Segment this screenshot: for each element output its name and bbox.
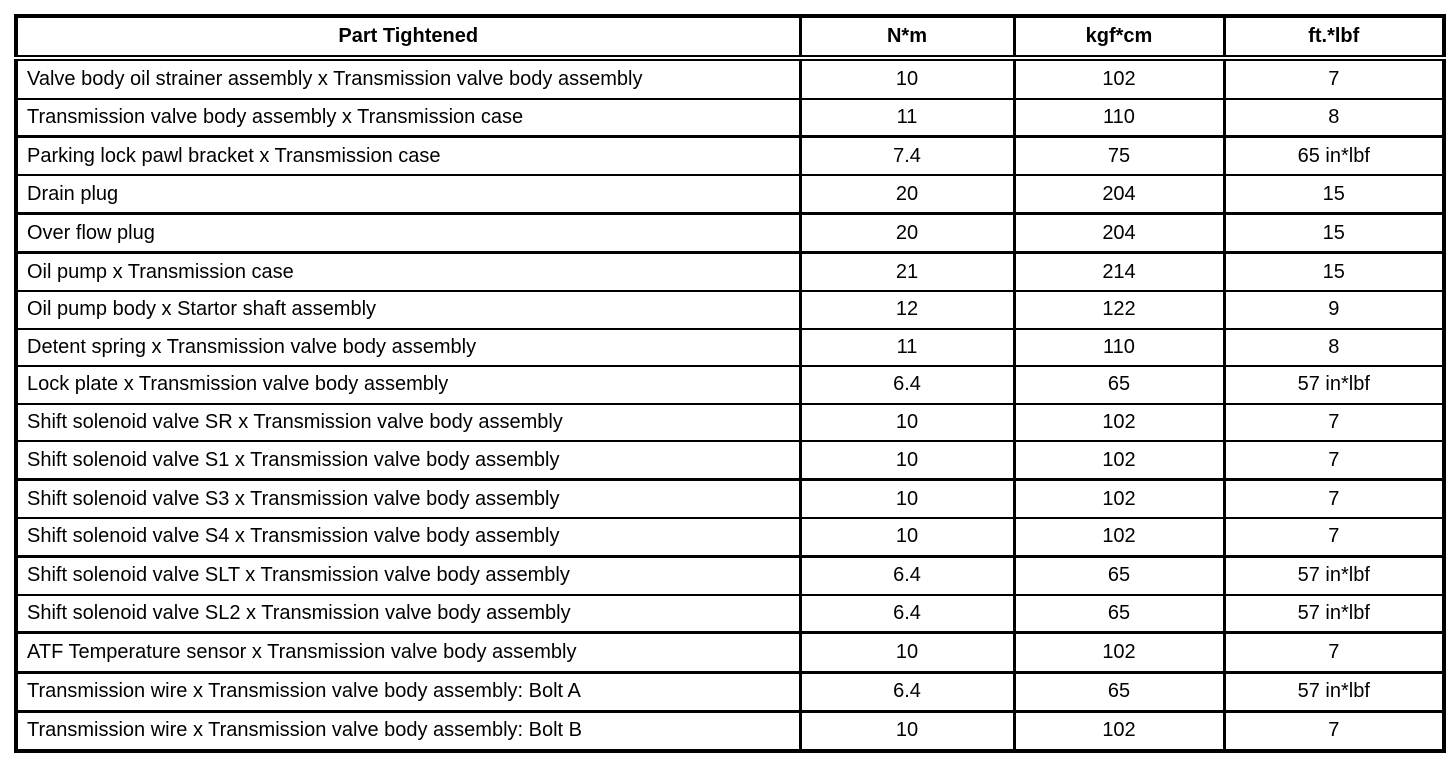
kgf-cell: 204 (1012, 212, 1226, 255)
kgf-cell: 65 (1012, 555, 1226, 596)
nm-cell: 10 (798, 710, 1016, 752)
part-cell: Drain plug (14, 174, 802, 216)
nm-cell: 12 (798, 289, 1016, 330)
nm-cell: 6.4 (798, 670, 1016, 713)
column-header-kgfcm: kgf*cm (1012, 15, 1226, 61)
part-cell: ATF Temperature sensor x Transmission va… (14, 631, 802, 674)
table-row: Oil pump body x Startor shaft assembly 12… (14, 289, 1446, 330)
ftlbf-cell: 57 in*lbf (1222, 670, 1446, 713)
ftlbf-cell: 57 in*lbf (1222, 365, 1446, 405)
table-row: Shift solenoid valve S1 x Transmission v… (14, 440, 1446, 482)
nm-cell: 6.4 (798, 593, 1016, 635)
nm-cell: 20 (798, 174, 1016, 216)
table-row: Shift solenoid valve SL2 x Transmission … (14, 593, 1446, 635)
column-header-ftlbf: ft.*lbf (1222, 15, 1446, 61)
nm-cell: 11 (798, 327, 1016, 368)
table-header: Part Tightened N*m kgf*cm ft.*lbf (14, 15, 1446, 61)
part-cell: Oil pump x Transmission case (14, 251, 802, 292)
nm-cell: 10 (798, 478, 1016, 519)
table-row: Shift solenoid valve S3 x Transmission v… (14, 478, 1446, 519)
nm-cell: 7.4 (798, 135, 1016, 177)
nm-cell: 20 (798, 212, 1016, 255)
ftlbf-cell: 57 in*lbf (1222, 555, 1446, 596)
ftlbf-cell: 7 (1222, 478, 1446, 519)
kgf-cell: 102 (1012, 710, 1226, 752)
ftlbf-cell: 7 (1222, 57, 1446, 100)
kgf-cell: 65 (1012, 593, 1226, 635)
ftlbf-cell: 15 (1222, 174, 1446, 216)
ftlbf-cell: 8 (1222, 327, 1446, 368)
column-header-nm: N*m (798, 15, 1016, 61)
kgf-cell: 102 (1012, 631, 1226, 674)
kgf-cell: 214 (1012, 251, 1226, 292)
kgf-cell: 110 (1012, 327, 1226, 368)
part-cell: Over flow plug (14, 212, 802, 255)
nm-cell: 6.4 (798, 555, 1016, 596)
kgf-cell: 65 (1012, 670, 1226, 713)
column-header-part-tightened: Part Tightened (14, 15, 802, 61)
kgf-cell: 204 (1012, 174, 1226, 216)
kgf-cell: 75 (1012, 135, 1226, 177)
part-cell: Shift solenoid valve SL2 x Transmission … (14, 593, 802, 635)
table-row: Shift solenoid valve SLT x Transmission … (14, 555, 1446, 596)
part-cell: Oil pump body x Startor shaft assembly (14, 289, 802, 330)
ftlbf-cell: 7 (1222, 440, 1446, 482)
ftlbf-cell: 7 (1222, 710, 1446, 752)
nm-cell: 10 (798, 402, 1016, 443)
ftlbf-cell: 7 (1222, 402, 1446, 443)
part-cell: Lock plate x Transmission valve body ass… (14, 365, 802, 405)
table-row: Transmission valve body assembly x Trans… (14, 97, 1446, 139)
table-row: Valve body oil strainer assembly x Trans… (14, 57, 1446, 100)
table-row: Shift solenoid valve S4 x Transmission v… (14, 516, 1446, 558)
table-row: Oil pump x Transmission case 21 214 15 (14, 251, 1446, 292)
kgf-cell: 102 (1012, 478, 1226, 519)
ftlbf-cell: 7 (1222, 631, 1446, 674)
kgf-cell: 102 (1012, 516, 1226, 558)
ftlbf-cell: 8 (1222, 97, 1446, 139)
nm-cell: 10 (798, 440, 1016, 482)
header-row: Part Tightened N*m kgf*cm ft.*lbf (14, 15, 1446, 61)
part-cell: Valve body oil strainer assembly x Trans… (14, 57, 802, 100)
table-row: Drain plug 20 204 15 (14, 174, 1446, 216)
table-body: Valve body oil strainer assembly x Trans… (14, 57, 1446, 752)
part-cell: Shift solenoid valve S3 x Transmission v… (14, 478, 802, 519)
table-row: Detent spring x Transmission valve body … (14, 327, 1446, 368)
nm-cell: 6.4 (798, 365, 1016, 405)
part-cell: Shift solenoid valve SLT x Transmission … (14, 555, 802, 596)
table-row: Over flow plug 20 204 15 (14, 212, 1446, 255)
ftlbf-cell: 7 (1222, 516, 1446, 558)
part-cell: Transmission wire x Transmission valve b… (14, 710, 802, 752)
part-cell: Parking lock pawl bracket x Transmission… (14, 135, 802, 177)
table-row: Transmission wire x Transmission valve b… (14, 670, 1446, 713)
kgf-cell: 110 (1012, 97, 1226, 139)
table-row: Lock plate x Transmission valve body ass… (14, 365, 1446, 405)
nm-cell: 11 (798, 97, 1016, 139)
kgf-cell: 122 (1012, 289, 1226, 330)
ftlbf-cell: 57 in*lbf (1222, 593, 1446, 635)
nm-cell: 10 (798, 57, 1016, 100)
nm-cell: 10 (798, 516, 1016, 558)
table-row: Transmission wire x Transmission valve b… (14, 710, 1446, 752)
kgf-cell: 65 (1012, 365, 1226, 405)
torque-spec-table: Part Tightened N*m kgf*cm ft.*lbf Valve … (14, 14, 1446, 753)
kgf-cell: 102 (1012, 402, 1226, 443)
part-cell: Shift solenoid valve SR x Transmission v… (14, 402, 802, 443)
table-row: Shift solenoid valve SR x Transmission v… (14, 402, 1446, 443)
ftlbf-cell: 65 in*lbf (1222, 135, 1446, 177)
ftlbf-cell: 9 (1222, 289, 1446, 330)
part-cell: Shift solenoid valve S4 x Transmission v… (14, 516, 802, 558)
part-cell: Detent spring x Transmission valve body … (14, 327, 802, 368)
kgf-cell: 102 (1012, 440, 1226, 482)
kgf-cell: 102 (1012, 57, 1226, 100)
ftlbf-cell: 15 (1222, 212, 1446, 255)
table-row: Parking lock pawl bracket x Transmission… (14, 135, 1446, 177)
table-row: ATF Temperature sensor x Transmission va… (14, 631, 1446, 674)
nm-cell: 10 (798, 631, 1016, 674)
ftlbf-cell: 15 (1222, 251, 1446, 292)
part-cell: Transmission wire x Transmission valve b… (14, 670, 802, 713)
part-cell: Transmission valve body assembly x Trans… (14, 97, 802, 139)
part-cell: Shift solenoid valve S1 x Transmission v… (14, 440, 802, 482)
nm-cell: 21 (798, 251, 1016, 292)
